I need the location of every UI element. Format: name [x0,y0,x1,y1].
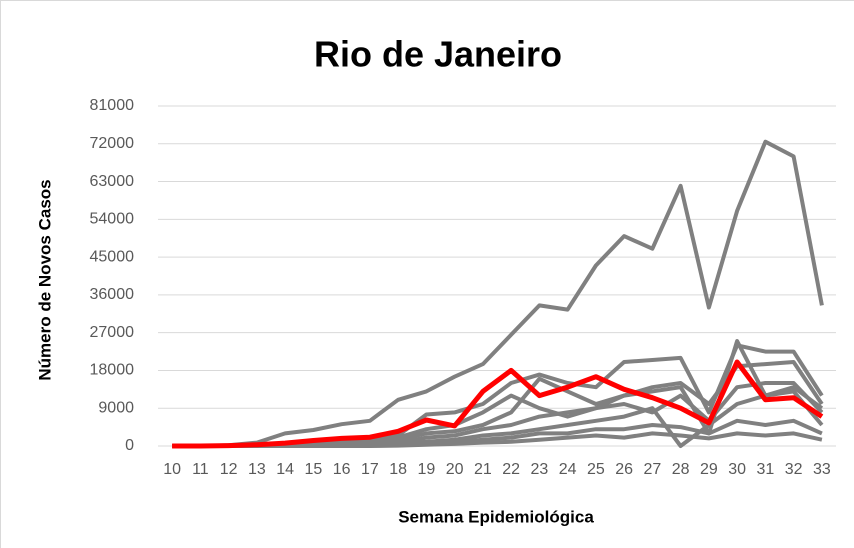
x-tick-label: 22 [502,461,520,478]
y-tick-label: 54000 [90,211,135,228]
x-tick-label: 31 [756,461,774,478]
x-tick-label: 32 [785,461,803,478]
line-series [172,139,824,448]
line-series [172,431,823,448]
y-tick-label: 27000 [90,324,135,341]
x-tick-label: 17 [361,461,379,478]
x-tick-label: 12 [220,461,238,478]
x-tick-label: 25 [587,461,605,478]
x-tick-label: 14 [276,461,294,478]
y-tick-label: 63000 [90,173,135,190]
chart-title: Rio de Janeiro [314,34,562,75]
y-tick-label: 81000 [90,97,135,114]
x-tick-label: 16 [333,461,351,478]
x-tick-label: 29 [700,461,718,478]
y-tick-label: 36000 [90,286,135,303]
x-tick-label: 21 [474,461,492,478]
y-tick-label: 45000 [90,248,135,265]
x-tick-label: 23 [530,461,548,478]
x-tick-label: 27 [643,461,661,478]
x-tick-label: 19 [417,461,435,478]
x-tick-label: 20 [446,461,464,478]
y-tick-label: 0 [125,437,134,454]
y-axis-title: Número de Novos Casos [35,179,54,380]
y-tick-label: 72000 [90,135,135,152]
x-tick-label: 24 [559,461,577,478]
x-tick-label: 10 [163,461,181,478]
x-tick-label: 26 [615,461,633,478]
y-tick-label: 9000 [98,399,134,416]
y-tick-label: 18000 [90,362,135,379]
x-tick-label: 13 [248,461,266,478]
x-tick-label: 15 [304,461,322,478]
x-tick-label: 11 [192,461,209,478]
x-axis-title: Semana Epidemiológica [398,507,594,526]
x-tick-label: 33 [813,461,831,478]
x-tick-label: 18 [389,461,407,478]
x-tick-label: 30 [728,461,746,478]
x-tick-label: 28 [672,461,690,478]
line-series [172,343,824,448]
line-series [172,359,824,449]
